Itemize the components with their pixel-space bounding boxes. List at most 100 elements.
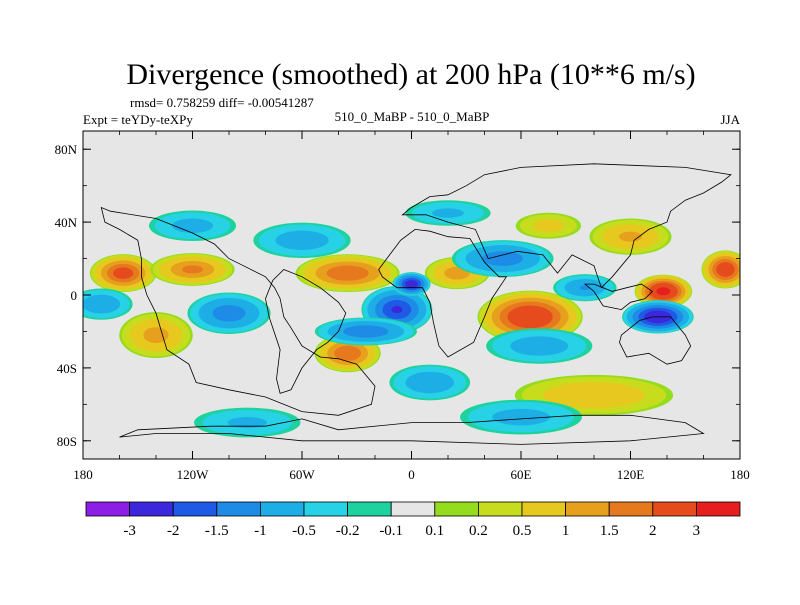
contour-core-south-indian-negative [530,343,549,349]
field-feature-north-africa-negative [451,240,554,278]
y-tick-label-3: 40S [57,361,77,376]
contour-core-south-pacific-positive [150,331,162,339]
y-tick-label-1: 40N [55,215,78,230]
contour-core-indian-ocean-positive [522,312,539,321]
x-tick-label-6: 180 [730,467,750,482]
contour-core-south-atlantic-positive [342,350,353,357]
coastline-4 [619,316,692,365]
field-feature-atlantic-positive-band [295,254,400,293]
colorbar-swatch-14 [696,501,741,517]
colorbar-label-11: 1.5 [600,523,619,539]
field-feature-pacific-positive-east [701,250,740,289]
field-feature-west-pacific-negative [83,288,133,320]
colorbar-label-2: -1.5 [205,523,229,539]
colorbar-swatch-6 [347,501,392,517]
contour-core-north-atlantic-negative [293,237,311,244]
x-tick-label-1: 120W [177,467,210,482]
colorbar-swatch-11 [565,501,610,517]
colorbar-swatch-4 [259,501,305,517]
colorbar-swatch-12 [608,501,654,517]
contour-core-atlantic-positive-band [339,270,356,277]
field-feature-west-pacific-positive-center [150,253,235,286]
contour-core-west-pacific-positive-center [185,266,200,273]
contour-core-antarctic-negative-west [238,420,257,426]
axes: 180 120W 60W 0 60E 120E 180 80N 40N 0 40S 80S [55,131,750,482]
divergence-field [83,200,740,438]
colorbar-label-9: 0.5 [513,523,532,539]
field-feature-west-pacific-positive-west [89,254,157,293]
coastline-0 [100,206,376,416]
field-feature-south-pacific-positive [119,312,193,359]
colorbar-label-5: -0.2 [336,523,360,539]
contour-core-north-pacific-negative [185,223,200,229]
colorbar: -3 -2 -1.5 -1 -0.5 -0.2 -0.1 0.1 0.2 0.5 1 1.5 2 3 [85,501,741,539]
colorbar-label-12: 2 [649,523,657,539]
coastline-1 [265,269,347,394]
colorbar-label-3: -1 [254,523,267,539]
colorbar-swatch-9 [477,501,523,517]
field-feature-east-pacific-negative [187,292,271,334]
field-feature-indian-negative-east [553,274,617,302]
field-feature-asia-positive [515,212,582,239]
field-feature-europe-negative [405,200,491,226]
colorbar-swatch-7 [390,501,436,517]
contour-core-europe-negative [440,210,456,216]
coastline-2 [378,228,508,358]
contour-core-central-africa-negative [408,282,415,287]
colorbar-swatch-13 [652,501,697,517]
y-tick-label-2: 0 [71,288,78,303]
contour-core-north-pacific-positive [623,233,638,240]
contour-core-east-pacific-negative [222,309,236,317]
colorbar-label-0: -3 [123,523,136,539]
coastline-5 [119,414,705,445]
colorbar-label-6: -0.1 [379,523,403,539]
contour-core-southern-indian-positive [581,391,607,399]
colorbar-label-1: -2 [167,523,180,539]
field-feature-subtropical-atlantic-negative [314,317,417,346]
contour-core-subtropical-south-negative [423,379,437,386]
coastlines [100,163,732,445]
contour-core-pacific-positive-east [721,266,730,273]
y-tick-label-0: 80N [55,142,78,157]
field-feature-antarctic-negative-east [460,399,582,435]
contour-core-central-atlantic-negative [391,305,403,314]
field-feature-north-pacific-positive [589,218,672,255]
contour-core-north-africa-negative [494,255,511,262]
field-feature-maritime-positive-north [634,274,693,309]
colorbar-swatch-0 [85,501,130,517]
x-tick-label-2: 60W [289,467,315,482]
field-feature-north-pacific-negative [148,210,237,241]
contour-core-africa-positive [452,270,463,276]
contour-core-subtropical-atlantic-negative [357,329,374,334]
field-feature-antarctic-negative-west [194,407,301,438]
center-label: 510_0_MaBP - 510_0_MaBP [335,109,490,124]
colorbar-label-8: 0.2 [469,523,488,539]
colorbar-label-7: 0.1 [425,523,444,539]
y-tick-label-4: 80S [57,434,77,449]
x-tick-label-4: 60E [511,467,532,482]
coastline-3 [401,163,732,289]
contour-core-west-pacific-negative [96,301,107,307]
stats-label: rmsd= 0.758259 diff= -0.00541287 [130,95,314,110]
season-label: JJA [720,112,740,127]
coastline-6 [583,283,654,311]
colorbar-label-10: 1 [562,523,570,539]
colorbar-swatch-5 [303,501,348,517]
contour-core-west-pacific-positive-west [118,270,129,277]
field-feature-central-africa-negative [392,272,431,296]
experiment-label: Expt = teYDy-teXPy [83,112,193,127]
colorbar-swatch-3 [216,501,261,517]
field-feature-south-indian-negative [486,328,593,364]
colorbar-swatch-8 [434,501,479,517]
colorbar-swatch-1 [129,501,174,517]
colorbar-swatch-10 [521,501,566,517]
colorbar-swatch-2 [172,501,218,517]
colorbar-label-13: 3 [693,523,701,539]
colorbar-label-4: -0.5 [292,523,316,539]
x-tick-label-5: 120E [617,467,645,482]
contour-core-indian-negative-east [579,285,590,290]
chart-title: Divergence (smoothed) at 200 hPa (10**6 … [126,58,695,91]
field-feature-subtropical-south-negative [389,364,471,401]
